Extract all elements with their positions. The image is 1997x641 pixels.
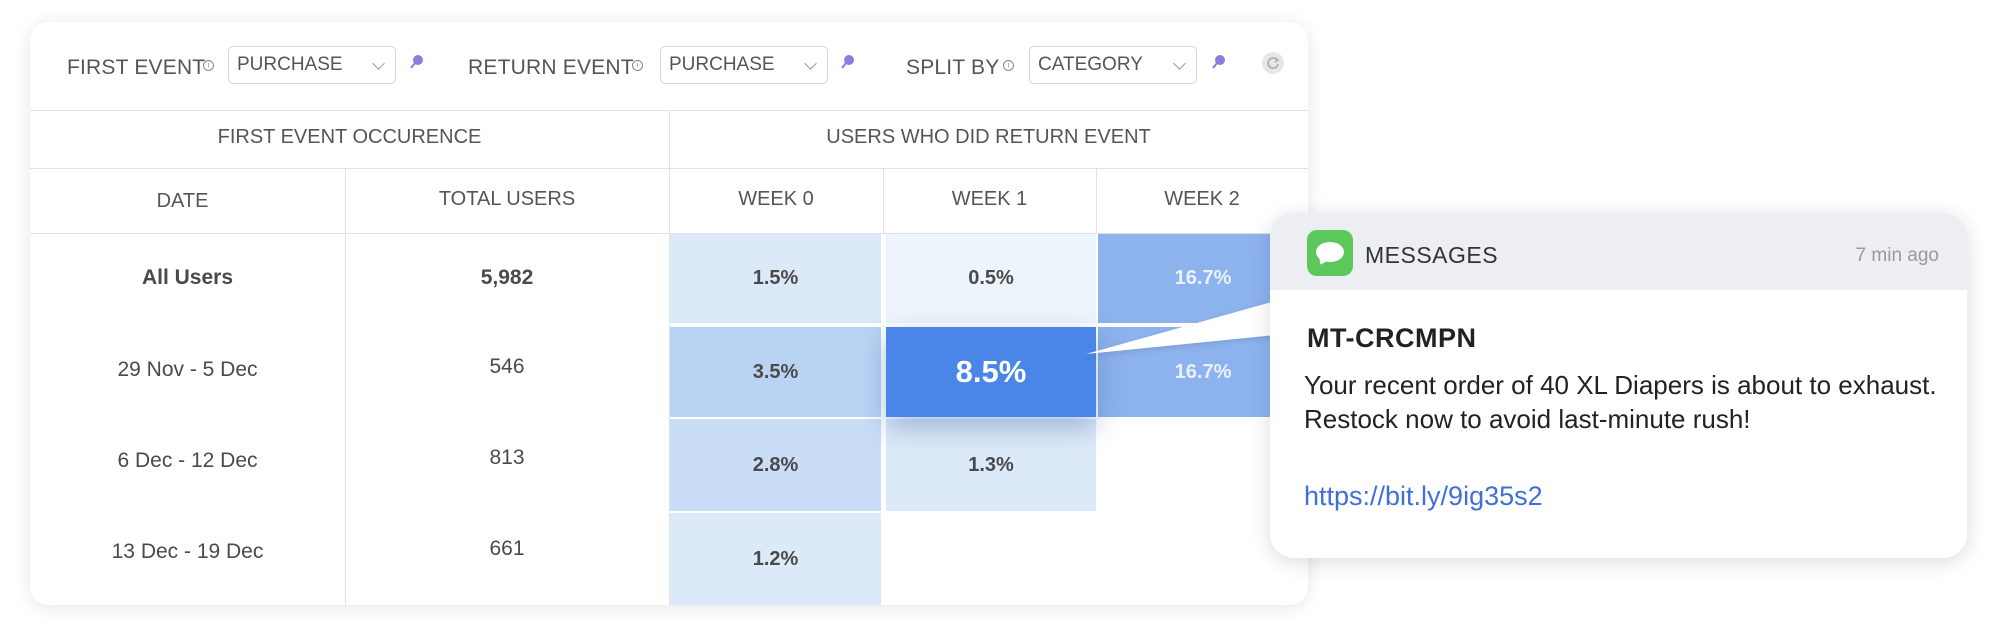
messages-app-icon	[1307, 230, 1353, 276]
divider	[345, 168, 346, 605]
row-total-users: 813	[489, 446, 525, 469]
refresh-button[interactable]	[1262, 52, 1284, 74]
app-name: MESSAGES	[1365, 242, 1499, 268]
notification-pointer	[1086, 298, 1286, 354]
message-body: Your recent order of 40 XL Diapers is ab…	[1304, 370, 1937, 434]
split-by-value: CATEGORY	[1038, 54, 1143, 75]
chevron-down-icon	[804, 57, 817, 70]
first-event-label: FIRST EVENT	[67, 56, 206, 79]
chevron-down-icon	[372, 57, 385, 70]
row-date: 29 Nov - 5 Dec	[117, 358, 258, 381]
heat-cell[interactable]: 1.5%	[670, 234, 881, 323]
row-date: 13 Dec - 19 Dec	[111, 540, 264, 563]
heat-cell[interactable]: 3.5%	[670, 327, 881, 417]
heat-cell[interactable]: 1.3%	[886, 419, 1096, 511]
split-by-select[interactable]: CATEGORY	[1029, 46, 1197, 84]
message-link[interactable]: https://bit.ly/9ig35s2	[1304, 481, 1543, 511]
group-header-return-event: USERS WHO DID RETURN EVENT	[826, 126, 1151, 148]
divider	[883, 168, 884, 233]
heat-cell[interactable]: 0.5%	[886, 234, 1096, 323]
cohort-card: FIRST EVENT i PURCHASE RETURN EVENT i PU…	[30, 22, 1308, 605]
pin-icon[interactable]	[409, 54, 425, 70]
info-icon[interactable]: i	[1003, 60, 1014, 71]
info-icon[interactable]: i	[632, 60, 643, 71]
split-by-label: SPLIT BY	[906, 56, 1000, 79]
heat-cell[interactable]: 2.8%	[670, 419, 881, 511]
info-icon[interactable]: i	[203, 60, 214, 71]
first-event-select[interactable]: PURCHASE	[228, 46, 396, 84]
row-date: All Users	[141, 266, 234, 289]
return-event-label: RETURN EVENT	[468, 56, 634, 79]
chevron-down-icon	[1173, 57, 1186, 70]
first-event-value: PURCHASE	[237, 54, 343, 75]
row-date: 6 Dec - 12 Dec	[117, 449, 258, 472]
highlighted-heat-cell[interactable]: 8.5%	[886, 327, 1096, 417]
message-notification[interactable]: MESSAGES 7 min ago MT-CRCMPN Your recent…	[1270, 213, 1967, 558]
return-event-select[interactable]: PURCHASE	[660, 46, 828, 84]
row-total-users: 661	[489, 537, 525, 560]
row-total-users: 546	[489, 355, 525, 378]
column-header-week-2[interactable]: WEEK 2	[1164, 188, 1240, 210]
pin-icon[interactable]	[1211, 54, 1227, 70]
message-sender: MT-CRCMPN	[1307, 323, 1477, 353]
notification-time: 7 min ago	[1855, 245, 1939, 266]
notification-header: MESSAGES 7 min ago	[1270, 213, 1967, 290]
pin-icon[interactable]	[840, 54, 856, 70]
divider	[1096, 168, 1097, 233]
refresh-icon	[1267, 57, 1280, 69]
row-total-users: 5,982	[480, 266, 534, 289]
column-header-week-0[interactable]: WEEK 0	[738, 188, 814, 210]
return-event-value: PURCHASE	[669, 54, 775, 75]
filter-bar: FIRST EVENT i PURCHASE RETURN EVENT i PU…	[30, 22, 1308, 111]
column-header-week-1[interactable]: WEEK 1	[951, 188, 1028, 210]
column-header-date[interactable]: DATE	[156, 190, 209, 212]
heat-cell[interactable]: 1.2%	[670, 513, 881, 605]
divider	[669, 110, 670, 605]
group-header-first-event: FIRST EVENT OCCURENCE	[217, 126, 482, 148]
column-header-total-users[interactable]: TOTAL USERS	[438, 188, 576, 210]
